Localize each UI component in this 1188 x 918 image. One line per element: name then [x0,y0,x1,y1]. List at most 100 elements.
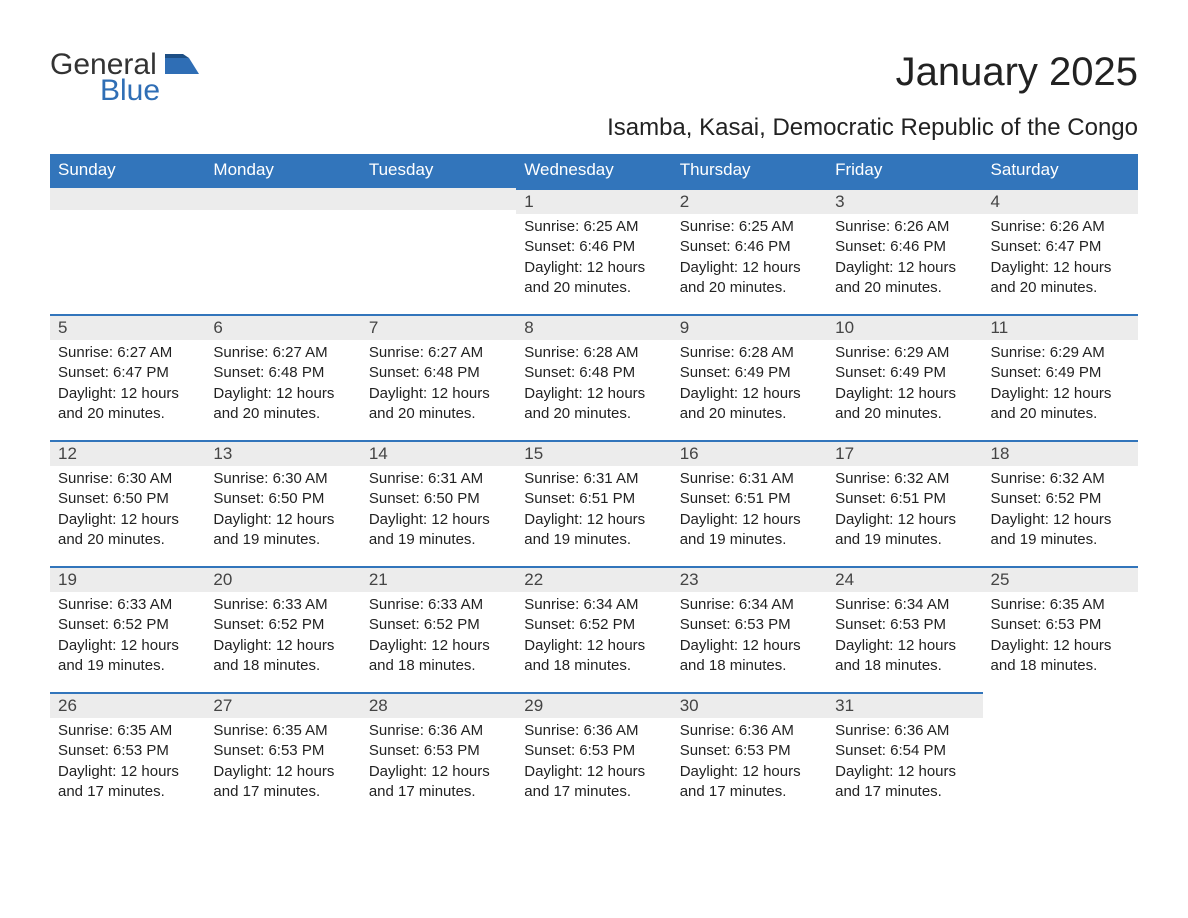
daylight-text: Daylight: 12 hours and 20 minutes. [369,384,508,425]
daylight-text: Daylight: 12 hours and 19 minutes. [991,510,1130,551]
sunrise-text: Sunrise: 6:36 AM [369,721,508,741]
day-details: Sunrise: 6:26 AMSunset: 6:47 PMDaylight:… [983,214,1138,298]
calendar-cell: 4Sunrise: 6:26 AMSunset: 6:47 PMDaylight… [983,188,1138,314]
sunset-text: Sunset: 6:53 PM [680,615,819,635]
calendar-cell: 29Sunrise: 6:36 AMSunset: 6:53 PMDayligh… [516,692,671,818]
sunset-text: Sunset: 6:48 PM [524,363,663,383]
calendar-table: Sunday Monday Tuesday Wednesday Thursday… [50,154,1138,818]
day-number: 27 [205,692,360,718]
day-details: Sunrise: 6:30 AMSunset: 6:50 PMDaylight:… [50,466,205,550]
sunrise-text: Sunrise: 6:28 AM [524,343,663,363]
sunrise-text: Sunrise: 6:29 AM [991,343,1130,363]
sunset-text: Sunset: 6:51 PM [835,489,974,509]
page-title: January 2025 [896,50,1138,95]
sunrise-text: Sunrise: 6:35 AM [58,721,197,741]
sunset-text: Sunset: 6:51 PM [524,489,663,509]
calendar-week-row: 1Sunrise: 6:25 AMSunset: 6:46 PMDaylight… [50,188,1138,314]
daylight-text: Daylight: 12 hours and 20 minutes. [680,258,819,299]
calendar-cell [205,188,360,314]
day-number: 9 [672,314,827,340]
day-number: 23 [672,566,827,592]
day-details: Sunrise: 6:32 AMSunset: 6:52 PMDaylight:… [983,466,1138,550]
day-details: Sunrise: 6:34 AMSunset: 6:53 PMDaylight:… [827,592,982,676]
weekday-row: Sunday Monday Tuesday Wednesday Thursday… [50,154,1138,188]
sunset-text: Sunset: 6:46 PM [680,237,819,257]
calendar-cell: 23Sunrise: 6:34 AMSunset: 6:53 PMDayligh… [672,566,827,692]
weekday-header: Wednesday [516,154,671,188]
day-details: Sunrise: 6:33 AMSunset: 6:52 PMDaylight:… [205,592,360,676]
weekday-header: Friday [827,154,982,188]
sunset-text: Sunset: 6:49 PM [680,363,819,383]
sunrise-text: Sunrise: 6:36 AM [524,721,663,741]
sunrise-text: Sunrise: 6:26 AM [991,217,1130,237]
day-details: Sunrise: 6:35 AMSunset: 6:53 PMDaylight:… [983,592,1138,676]
daylight-text: Daylight: 12 hours and 17 minutes. [213,762,352,803]
sunset-text: Sunset: 6:53 PM [58,741,197,761]
calendar-week-row: 26Sunrise: 6:35 AMSunset: 6:53 PMDayligh… [50,692,1138,818]
day-details: Sunrise: 6:33 AMSunset: 6:52 PMDaylight:… [361,592,516,676]
calendar-cell: 6Sunrise: 6:27 AMSunset: 6:48 PMDaylight… [205,314,360,440]
day-number: 20 [205,566,360,592]
daylight-text: Daylight: 12 hours and 20 minutes. [835,384,974,425]
daylight-text: Daylight: 12 hours and 20 minutes. [680,384,819,425]
sunrise-text: Sunrise: 6:27 AM [58,343,197,363]
daylight-text: Daylight: 12 hours and 18 minutes. [680,636,819,677]
day-number: 15 [516,440,671,466]
day-number: 16 [672,440,827,466]
sunset-text: Sunset: 6:53 PM [524,741,663,761]
calendar-cell: 1Sunrise: 6:25 AMSunset: 6:46 PMDaylight… [516,188,671,314]
weekday-header: Saturday [983,154,1138,188]
sunrise-text: Sunrise: 6:33 AM [213,595,352,615]
calendar-week-row: 5Sunrise: 6:27 AMSunset: 6:47 PMDaylight… [50,314,1138,440]
empty-day [205,188,360,210]
logo-text-block: General Blue [50,50,199,106]
daylight-text: Daylight: 12 hours and 19 minutes. [369,510,508,551]
calendar-cell: 21Sunrise: 6:33 AMSunset: 6:52 PMDayligh… [361,566,516,692]
calendar-week-row: 12Sunrise: 6:30 AMSunset: 6:50 PMDayligh… [50,440,1138,566]
sunrise-text: Sunrise: 6:34 AM [524,595,663,615]
day-details: Sunrise: 6:25 AMSunset: 6:46 PMDaylight:… [672,214,827,298]
calendar-cell: 27Sunrise: 6:35 AMSunset: 6:53 PMDayligh… [205,692,360,818]
calendar-cell: 24Sunrise: 6:34 AMSunset: 6:53 PMDayligh… [827,566,982,692]
calendar-cell: 15Sunrise: 6:31 AMSunset: 6:51 PMDayligh… [516,440,671,566]
day-number: 30 [672,692,827,718]
weekday-header: Sunday [50,154,205,188]
calendar-cell [983,692,1138,818]
day-details: Sunrise: 6:34 AMSunset: 6:52 PMDaylight:… [516,592,671,676]
calendar-cell: 5Sunrise: 6:27 AMSunset: 6:47 PMDaylight… [50,314,205,440]
calendar-cell [50,188,205,314]
daylight-text: Daylight: 12 hours and 20 minutes. [991,258,1130,299]
day-number: 10 [827,314,982,340]
sunrise-text: Sunrise: 6:25 AM [524,217,663,237]
day-details: Sunrise: 6:27 AMSunset: 6:48 PMDaylight:… [361,340,516,424]
day-number: 7 [361,314,516,340]
day-details: Sunrise: 6:27 AMSunset: 6:48 PMDaylight:… [205,340,360,424]
daylight-text: Daylight: 12 hours and 17 minutes. [369,762,508,803]
daylight-text: Daylight: 12 hours and 17 minutes. [835,762,974,803]
day-details: Sunrise: 6:25 AMSunset: 6:46 PMDaylight:… [516,214,671,298]
calendar-cell: 3Sunrise: 6:26 AMSunset: 6:46 PMDaylight… [827,188,982,314]
sunset-text: Sunset: 6:53 PM [835,615,974,635]
calendar-cell: 20Sunrise: 6:33 AMSunset: 6:52 PMDayligh… [205,566,360,692]
empty-day [361,188,516,210]
daylight-text: Daylight: 12 hours and 20 minutes. [835,258,974,299]
daylight-text: Daylight: 12 hours and 18 minutes. [835,636,974,677]
day-details: Sunrise: 6:33 AMSunset: 6:52 PMDaylight:… [50,592,205,676]
sunrise-text: Sunrise: 6:30 AM [58,469,197,489]
sunrise-text: Sunrise: 6:29 AM [835,343,974,363]
calendar-week-row: 19Sunrise: 6:33 AMSunset: 6:52 PMDayligh… [50,566,1138,692]
day-details: Sunrise: 6:32 AMSunset: 6:51 PMDaylight:… [827,466,982,550]
sunrise-text: Sunrise: 6:33 AM [58,595,197,615]
sunset-text: Sunset: 6:53 PM [680,741,819,761]
calendar-cell: 16Sunrise: 6:31 AMSunset: 6:51 PMDayligh… [672,440,827,566]
sunrise-text: Sunrise: 6:35 AM [991,595,1130,615]
sunrise-text: Sunrise: 6:25 AM [680,217,819,237]
calendar-page: General Blue January 2025 Isamba, Kasai,… [0,0,1188,818]
calendar-cell: 10Sunrise: 6:29 AMSunset: 6:49 PMDayligh… [827,314,982,440]
sunset-text: Sunset: 6:50 PM [213,489,352,509]
day-number: 29 [516,692,671,718]
day-details: Sunrise: 6:29 AMSunset: 6:49 PMDaylight:… [827,340,982,424]
day-number: 28 [361,692,516,718]
sunset-text: Sunset: 6:54 PM [835,741,974,761]
sunrise-text: Sunrise: 6:34 AM [835,595,974,615]
